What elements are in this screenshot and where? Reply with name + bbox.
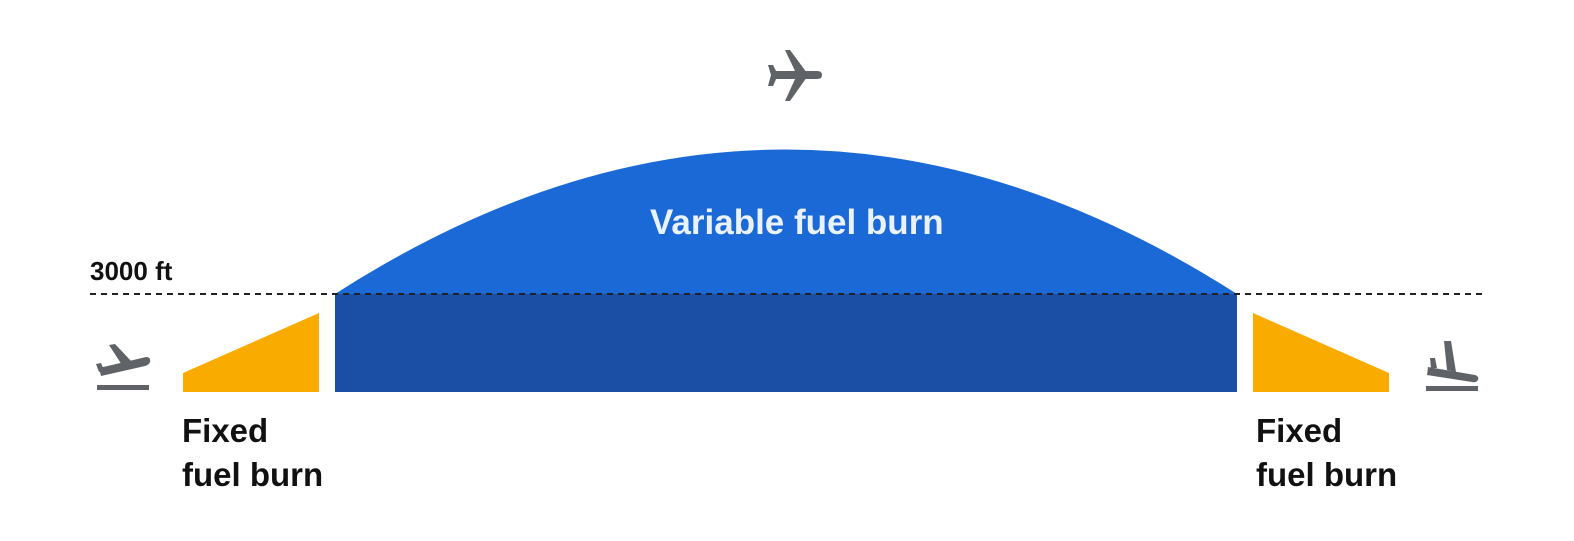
fixed-left-line2: fuel burn — [182, 456, 324, 493]
airplane-takeoff-icon — [96, 344, 151, 390]
variable-fuel-burn-label: Variable fuel burn — [650, 203, 944, 242]
fixed-right-line1: Fixed — [1256, 412, 1343, 449]
airplane-landing-icon — [1426, 341, 1479, 391]
airplane-cruise-icon — [768, 50, 822, 101]
variable-fuel-burn-area — [335, 149, 1237, 294]
fixed-fuel-burn-left-wedge — [183, 313, 319, 392]
fixed-left-line1: Fixed — [182, 412, 269, 449]
fixed-right-line2: fuel burn — [1256, 456, 1398, 493]
fixed-fuel-burn-right-wedge — [1253, 313, 1389, 392]
altitude-label: 3000 ft — [90, 256, 173, 286]
cruise-fuel-burn-block — [335, 294, 1237, 392]
fixed-fuel-burn-left-label: Fixed fuel burn — [182, 409, 323, 497]
fixed-fuel-burn-right-label: Fixed fuel burn — [1256, 409, 1397, 497]
